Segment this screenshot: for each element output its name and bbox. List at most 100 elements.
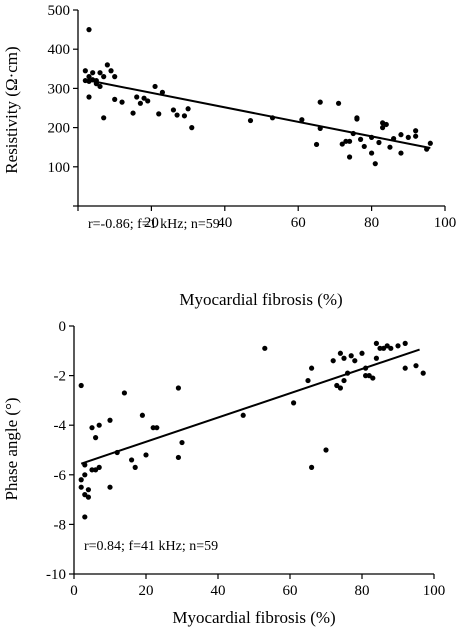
phase-angle-data-point (359, 350, 365, 356)
resistivity-data-point (387, 144, 393, 150)
phase-angle-data-point (96, 422, 102, 428)
resistivity-data-point (108, 68, 114, 74)
phase-angle-y-axis-title: Phase angle (°) (2, 397, 21, 500)
resistivity-data-point (112, 74, 118, 80)
phase-angle-x-tick-label: 20 (139, 583, 154, 599)
resistivity-data-point (339, 141, 345, 147)
phase-angle-data-point (395, 343, 401, 349)
resistivity-data-point (376, 139, 382, 146)
resistivity-chart: Myocardial fibrosis (%) Resistivity (Ω·c… (2, 3, 456, 309)
phase-angle-data-point (96, 464, 102, 470)
phase-angle-data-point (323, 447, 329, 453)
resistivity-y-tick-label: 400 (48, 42, 71, 58)
phase-angle-data-point (139, 412, 145, 418)
resistivity-data-point (427, 140, 433, 146)
resistivity-data-point (112, 96, 118, 102)
phase-angle-data-point (85, 487, 91, 493)
phase-angle-data-point (240, 412, 246, 418)
resistivity-data-point (101, 115, 107, 121)
phase-angle-data-point (121, 390, 127, 396)
resistivity-x-tick-label: 40 (217, 215, 232, 231)
resistivity-data-point (97, 70, 103, 76)
resistivity-data-point (104, 62, 110, 68)
phase-angle-data-point (107, 417, 113, 423)
resistivity-annotation: r=-0.86; f=1 kHz; n=59 (88, 217, 220, 232)
resistivity-data-point (86, 27, 92, 33)
resistivity-data-point (369, 150, 375, 156)
phase-angle-data-point (129, 457, 135, 463)
phase-angle-x-tick-label: 60 (283, 583, 298, 599)
resistivity-data-point (413, 133, 419, 139)
phase-angle-data-point (330, 358, 336, 364)
phase-angle-data-point (78, 484, 84, 490)
resistivity-data-point (86, 74, 92, 80)
phase-angle-data-point (291, 400, 297, 406)
resistivity-y-axis-title: Resistivity (Ω·cm) (2, 46, 21, 173)
phase-angle-x-tick-label: 80 (355, 583, 370, 599)
resistivity-data-point (335, 100, 342, 106)
phase-angle-data-point (377, 345, 383, 351)
resistivity-data-point (357, 136, 364, 142)
phase-angle-data-point (262, 345, 268, 351)
resistivity-data-point (317, 99, 323, 105)
phase-angle-data-point (82, 472, 88, 478)
phase-angle-y-tick-label: -2 (54, 369, 67, 385)
resistivity-x-tick-label: 100 (434, 215, 457, 231)
resistivity-y-tick-label: 200 (48, 121, 71, 137)
resistivity-y-tick-label: 100 (48, 160, 71, 176)
resistivity-x-tick-label: 60 (291, 215, 306, 231)
resistivity-data-point (299, 117, 305, 123)
resistivity-data-point (86, 94, 92, 100)
phase-angle-data-point (420, 370, 426, 376)
resistivity-data-point (247, 117, 254, 124)
phase-angle-data-point (93, 435, 99, 441)
resistivity-data-point (156, 111, 162, 117)
phase-angle-data-point (337, 350, 343, 356)
resistivity-data-point (398, 132, 404, 138)
phase-angle-data-point (413, 363, 419, 369)
phase-angle-data-point (132, 464, 138, 470)
phase-angle-data-point (341, 377, 347, 384)
phase-angle-data-point (143, 452, 149, 458)
phase-angle-data-point (348, 353, 354, 359)
phase-angle-y-tick-label: -10 (46, 567, 66, 583)
phase-angle-data-point (89, 425, 95, 431)
resistivity-data-point (141, 95, 147, 101)
resistivity-data-point (313, 141, 320, 148)
resistivity-data-point (145, 98, 151, 104)
resistivity-data-point (159, 89, 166, 95)
phase-angle-data-point (78, 477, 84, 483)
resistivity-data-point (343, 138, 349, 144)
resistivity-data-point (383, 121, 389, 128)
resistivity-data-point (346, 138, 353, 144)
resistivity-data-point (380, 125, 386, 131)
phase-angle-data-point (402, 365, 408, 371)
phase-angle-y-tick-label: -6 (54, 468, 67, 484)
phase-angle-x-tick-label: 40 (211, 583, 226, 599)
phase-angle-x-tick-label: 0 (70, 583, 78, 599)
resistivity-data-point (170, 107, 177, 113)
phase-angle-data-point (370, 375, 376, 381)
resistivity-data-point (134, 94, 140, 100)
resistivity-data-point (185, 106, 191, 112)
resistivity-trendline (85, 78, 431, 149)
phase-angle-x-tick-label: 100 (423, 583, 446, 599)
phase-angle-data-point (309, 464, 315, 470)
phase-angle-y-tick-label: 0 (59, 319, 67, 335)
phase-angle-data-point (154, 425, 160, 431)
resistivity-data-point (372, 161, 378, 167)
phase-angle-data-point (305, 377, 311, 384)
resistivity-data-point (398, 150, 404, 156)
resistivity-data-point (137, 100, 143, 106)
phase-angle-data-point (179, 439, 185, 446)
resistivity-x-tick-label: 20 (144, 215, 159, 231)
resistivity-data-point (101, 74, 107, 80)
resistivity-data-point (189, 125, 195, 131)
resistivity-data-point (361, 143, 367, 150)
phase-angle-data-point (175, 385, 181, 391)
resistivity-data-point (346, 154, 353, 160)
resistivity-y-tick-label: 300 (48, 81, 71, 97)
phase-angle-data-point (341, 355, 347, 361)
resistivity-data-point (119, 99, 125, 105)
phase-angle-data-point (85, 494, 91, 500)
